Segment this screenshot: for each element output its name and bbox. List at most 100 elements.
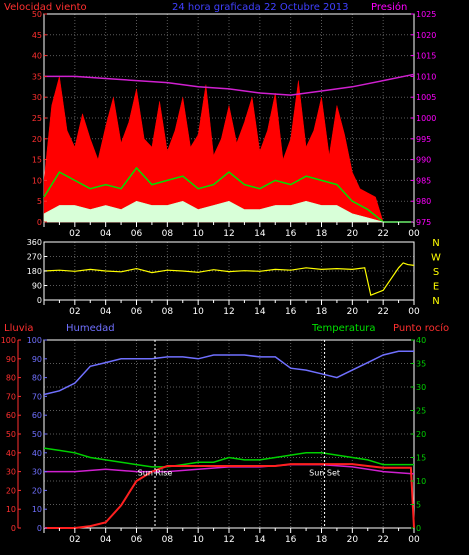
y-tick-label: 10 xyxy=(6,505,16,514)
compass-letter: N xyxy=(432,238,439,249)
y-tick-label: 100 xyxy=(1,336,16,345)
humidity-line xyxy=(43,350,414,396)
y-tick-label: 975 xyxy=(416,218,431,227)
x-tick-label: 22 xyxy=(377,229,388,239)
x-tick-label: 08 xyxy=(162,307,174,317)
x-tick-label: 22 xyxy=(377,535,388,545)
x-tick-label: 18 xyxy=(316,307,328,317)
y-tick-label: 1010 xyxy=(416,72,436,81)
y-tick-label: 995 xyxy=(416,135,431,144)
x-tick-label: 12 xyxy=(223,229,234,239)
x-tick-label: 02 xyxy=(69,307,80,317)
x-tick-label: 14 xyxy=(254,535,266,545)
y-tick-label: 30 xyxy=(32,468,42,477)
x-tick-label: 14 xyxy=(254,229,266,239)
x-tick-label: 16 xyxy=(285,535,297,545)
y-tick-label: 70 xyxy=(32,392,42,401)
sun-marker-label: Sun Set xyxy=(309,468,340,477)
y-tick-label: 15 xyxy=(416,454,426,463)
y-tick-label: 80 xyxy=(32,374,42,383)
x-tick-label: 10 xyxy=(192,229,204,239)
y-tick-label: 50 xyxy=(32,430,42,439)
y-tick-label: 20 xyxy=(32,486,42,495)
y-tick-label: 20 xyxy=(6,486,16,495)
y-tick-label: 1020 xyxy=(416,31,436,40)
x-tick-label: 02 xyxy=(69,535,80,545)
y-tick-label: 990 xyxy=(416,156,431,165)
x-tick-label: 12 xyxy=(223,307,234,317)
y-tick-label: 80 xyxy=(6,374,16,383)
rain-label: Lluvia xyxy=(4,323,34,334)
y-tick-label: 10 xyxy=(416,477,426,486)
y-tick-label: 10 xyxy=(32,176,42,185)
y-tick-label: 40 xyxy=(32,449,42,458)
x-tick-label: 20 xyxy=(347,229,359,239)
x-tick-label: 20 xyxy=(347,535,359,545)
x-tick-label: 18 xyxy=(316,229,328,239)
pressure-label: Presión xyxy=(371,1,407,13)
y-tick-label: 1000 xyxy=(416,114,436,123)
y-tick-label: 1025 xyxy=(416,10,436,19)
temperature-line xyxy=(43,447,414,468)
x-tick-label: 04 xyxy=(100,535,112,545)
x-tick-label: 18 xyxy=(316,535,328,545)
x-tick-label: 06 xyxy=(131,535,143,545)
y-tick-label: 20 xyxy=(32,135,42,144)
y-tick-label: 100 xyxy=(27,336,42,345)
y-tick-label: 0 xyxy=(416,524,421,533)
rain-humidity-temp-panel: Sun Rise Sun Set0102030405060708090100010… xyxy=(1,336,426,545)
x-tick-label: 10 xyxy=(192,535,204,545)
x-tick-label: 06 xyxy=(131,229,143,239)
y-tick-label: 180 xyxy=(27,267,42,276)
wind-speed-label: Velocidad viento xyxy=(4,2,87,13)
x-tick-label: 02 xyxy=(69,229,80,239)
y-tick-label: 5 xyxy=(37,197,42,206)
humidity-label: Humedad xyxy=(66,323,115,334)
y-tick-label: 30 xyxy=(416,383,426,392)
y-tick-label: 45 xyxy=(32,31,42,40)
x-tick-label: 00 xyxy=(408,229,420,239)
y-tick-label: 50 xyxy=(32,10,42,19)
average-wind-line xyxy=(43,166,414,223)
x-tick-label: 08 xyxy=(162,229,174,239)
x-tick-label: 20 xyxy=(347,307,359,317)
wind-gust-area xyxy=(43,76,414,223)
y-tick-label: 30 xyxy=(6,468,16,477)
sun-marker-label: Sun Rise xyxy=(138,468,173,477)
y-tick-label: 35 xyxy=(416,360,426,369)
x-tick-label: 00 xyxy=(408,307,420,317)
compass-letter: N xyxy=(432,296,439,307)
y-tick-label: 360 xyxy=(27,238,42,247)
y-tick-label: 70 xyxy=(6,392,16,401)
y-tick-label: 980 xyxy=(416,197,431,206)
x-tick-label: 22 xyxy=(377,307,388,317)
x-tick-label: 04 xyxy=(100,229,112,239)
y-tick-label: 15 xyxy=(32,156,42,165)
y-tick-label: 25 xyxy=(32,114,42,123)
y-tick-label: 270 xyxy=(27,253,42,262)
minimum-wind-area xyxy=(43,200,414,223)
y-tick-label: 0 xyxy=(37,524,42,533)
y-tick-label: 985 xyxy=(416,176,431,185)
x-tick-label: 00 xyxy=(408,535,420,545)
wind-pressure-panel: 0510152025303540455097598098599099510001… xyxy=(32,10,437,239)
x-tick-label: 12 xyxy=(223,535,234,545)
y-tick-label: 35 xyxy=(32,72,42,81)
x-tick-label: 08 xyxy=(162,535,174,545)
y-tick-label: 50 xyxy=(6,430,16,439)
y-tick-label: 90 xyxy=(32,355,42,364)
y-tick-label: 10 xyxy=(32,505,42,514)
x-tick-label: 04 xyxy=(100,307,112,317)
wind-direction-line xyxy=(43,262,415,297)
chart-title: 24 hora graficada 22 Octubre 2013 xyxy=(172,2,349,13)
y-tick-label: 30 xyxy=(32,93,42,102)
y-tick-label: 90 xyxy=(6,355,16,364)
y-tick-label: 0 xyxy=(37,218,42,227)
y-tick-label: 5 xyxy=(416,501,421,510)
y-tick-label: 60 xyxy=(6,411,16,420)
compass-letter: S xyxy=(433,267,439,278)
y-tick-label: 40 xyxy=(416,336,426,345)
x-tick-label: 06 xyxy=(131,307,143,317)
